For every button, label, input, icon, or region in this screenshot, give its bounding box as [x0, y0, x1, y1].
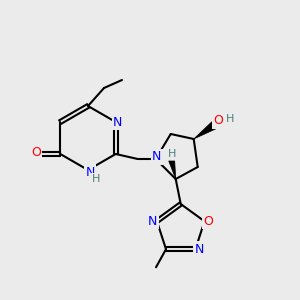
- Polygon shape: [194, 120, 218, 139]
- Text: O: O: [31, 146, 41, 160]
- Text: H: H: [226, 114, 234, 124]
- Text: H: H: [167, 149, 176, 159]
- Text: N: N: [152, 151, 161, 164]
- Text: N: N: [195, 243, 204, 256]
- Text: N: N: [148, 215, 158, 228]
- Text: N: N: [85, 166, 95, 178]
- Text: N: N: [113, 116, 122, 128]
- Text: O: O: [204, 215, 213, 228]
- Text: H: H: [92, 174, 100, 184]
- Text: O: O: [213, 115, 223, 128]
- Polygon shape: [169, 161, 176, 179]
